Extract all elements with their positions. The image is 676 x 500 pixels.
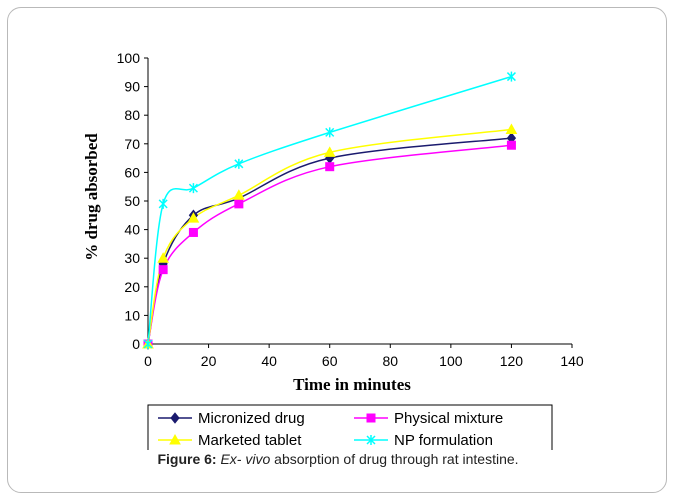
np-formulation-point xyxy=(234,158,244,169)
x-tick-label: 120 xyxy=(500,353,524,369)
np-formulation-point xyxy=(188,183,198,194)
x-axis-title: Time in minutes xyxy=(293,375,411,394)
y-tick-label: 20 xyxy=(124,279,140,295)
legend-item-marketed-tablet: Marketed tablet xyxy=(158,432,302,449)
y-tick-label: 10 xyxy=(124,307,140,323)
y-tick-label: 40 xyxy=(124,222,140,238)
x-tick-label: 100 xyxy=(439,353,463,369)
line-chart: 0 10 20 30 40 50 60 70 80 90 100 0 20 40 60 80 100 120 140… xyxy=(82,50,584,450)
physical-mixture-point xyxy=(234,199,244,209)
x-tick-label: 80 xyxy=(382,353,398,369)
physical-mixture-point xyxy=(158,265,168,275)
marketed-tablet-point xyxy=(323,146,336,157)
figure-caption: Figure 6: Ex- vivo absorption of drug th… xyxy=(0,451,676,467)
legend-label: Micronized drug xyxy=(198,410,305,427)
caption-italic: Ex- vivo xyxy=(220,451,271,467)
physical-mixture-point xyxy=(325,162,335,172)
y-tick-label: 70 xyxy=(124,136,140,152)
np-formulation-line xyxy=(147,75,512,345)
series-markers xyxy=(142,71,518,350)
y-tick-label: 0 xyxy=(132,336,140,352)
physical-mixture-point xyxy=(188,227,198,237)
legend-item-micronized-drug: Micronized drug xyxy=(158,410,305,427)
x-tick-label: 40 xyxy=(261,353,277,369)
np-formulation-point xyxy=(325,127,335,138)
y-tick-label: 100 xyxy=(117,50,141,66)
legend-swatch-marker xyxy=(170,412,180,424)
chart-axes xyxy=(147,58,572,345)
y-axis-title: % drug absorbed xyxy=(82,133,101,261)
legend-swatch-marker xyxy=(169,433,181,445)
x-tick-label: 60 xyxy=(322,353,338,369)
physical-mixture-line xyxy=(147,144,512,345)
physical-mixture-point xyxy=(506,140,516,150)
marketed-tablet-point xyxy=(505,123,518,134)
legend-label: Physical mixture xyxy=(394,410,503,427)
chart-legend: Micronized drug Physical mixture Marketed … xyxy=(147,404,553,450)
x-tick-label: 140 xyxy=(560,353,584,369)
caption-label: Figure 6: xyxy=(157,451,217,467)
axis-ticks: 0 10 20 30 40 50 60 70 80 90 100 0 20 40 60 80 100 120 140 xyxy=(117,50,584,369)
y-tick-label: 50 xyxy=(124,193,140,209)
y-tick-label: 60 xyxy=(124,164,140,180)
np-formulation-point xyxy=(506,71,516,82)
legend-item-physical-mixture: Physical mixture xyxy=(354,410,503,427)
x-tick-label: 20 xyxy=(201,353,217,369)
marketed-tablet-point xyxy=(157,252,169,263)
legend-label: NP formulation xyxy=(394,432,493,449)
legend-swatch-marker xyxy=(366,413,376,423)
y-tick-label: 80 xyxy=(124,107,140,123)
np-formulation-point xyxy=(143,339,153,349)
x-tick-label: 0 xyxy=(144,353,152,369)
series-lines xyxy=(147,75,512,345)
y-tick-label: 30 xyxy=(124,250,140,266)
legend-item-np-formulation: NP formulation xyxy=(354,432,493,449)
legend-box xyxy=(147,404,553,450)
y-tick-label: 90 xyxy=(124,79,140,95)
legend-label: Marketed tablet xyxy=(198,432,302,449)
legend-swatch-marker xyxy=(366,435,376,445)
np-formulation-point xyxy=(158,198,168,209)
marketed-tablet-point xyxy=(233,189,245,200)
marketed-tablet-point xyxy=(187,212,200,223)
caption-text: absorption of drug through rat intestine… xyxy=(270,451,519,467)
